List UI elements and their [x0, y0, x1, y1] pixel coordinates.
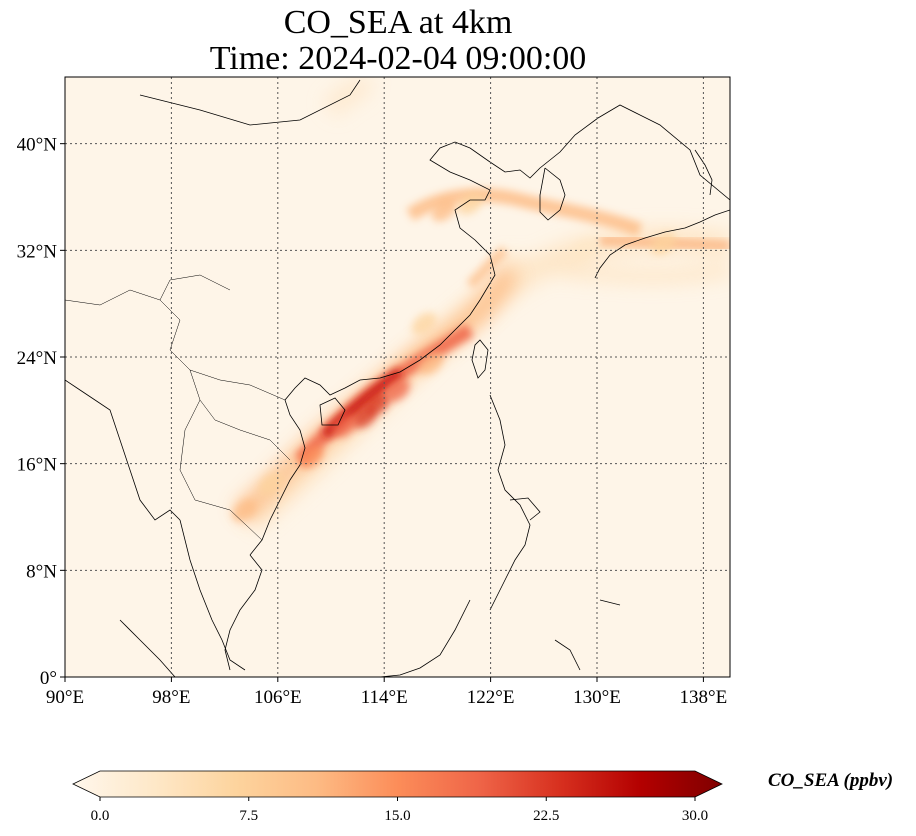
lon-tick-label: 114°E [361, 687, 408, 708]
colorbar-tick-label: 7.5 [239, 808, 258, 824]
lon-tick-label: 106°E [254, 687, 302, 708]
lat-tick-label: 8°N [26, 561, 57, 582]
inland-borders [65, 274, 291, 541]
lat-tick-label: 40°N [17, 135, 58, 156]
lat-tick-label: 32°N [17, 241, 58, 262]
axis-ticks: 90°E 98°E 106°E 114°E 122°E 130°E 138°E 0° 8°N 16… [17, 135, 728, 708]
colorbar: 0.0 7.5 15.0 22.5 30.0 [72, 770, 723, 824]
colorbar-ticks: 0.0 7.5 15.0 22.5 30.0 [91, 797, 708, 824]
lon-tick-label: 90°E [46, 687, 84, 708]
colorbar-label: CO_SEA (ppbv) [768, 770, 894, 791]
map-title-line1: CO_SEA at 4km [283, 4, 513, 41]
lat-tick-label: 24°N [17, 348, 58, 369]
plume-spot [411, 312, 437, 335]
map-title-line2: Time: 2024-02-04 09:00:00 [209, 40, 587, 77]
colorbar-tick-label: 15.0 [384, 808, 410, 824]
plume-spot [331, 415, 357, 438]
lon-tick-label: 122°E [467, 687, 515, 708]
lon-tick-label: 138°E [680, 687, 728, 708]
lat-tick-label: 0° [40, 668, 57, 689]
plume-spot [571, 239, 597, 262]
plume-spot [651, 232, 676, 255]
colorbar-body [72, 770, 723, 798]
plume-spot [418, 352, 444, 375]
plume-spot [431, 199, 457, 222]
colorbar-tick-label: 30.0 [682, 808, 708, 824]
map-frame [64, 76, 731, 678]
plume-spot [385, 379, 410, 402]
plume-spot [351, 405, 377, 429]
map-area [65, 77, 730, 677]
colorbar-tick-label: 22.5 [533, 808, 559, 824]
lat-tick-label: 16°N [17, 455, 58, 476]
lon-tick-label: 130°E [573, 687, 621, 708]
colorbar-tick-label: 0.0 [91, 808, 110, 824]
coastlines [65, 79, 730, 677]
plume-spot [298, 445, 324, 469]
lon-tick-label: 98°E [152, 687, 190, 708]
gridlines [65, 77, 730, 677]
plume-spot [458, 192, 483, 215]
plume-spot [232, 499, 257, 522]
